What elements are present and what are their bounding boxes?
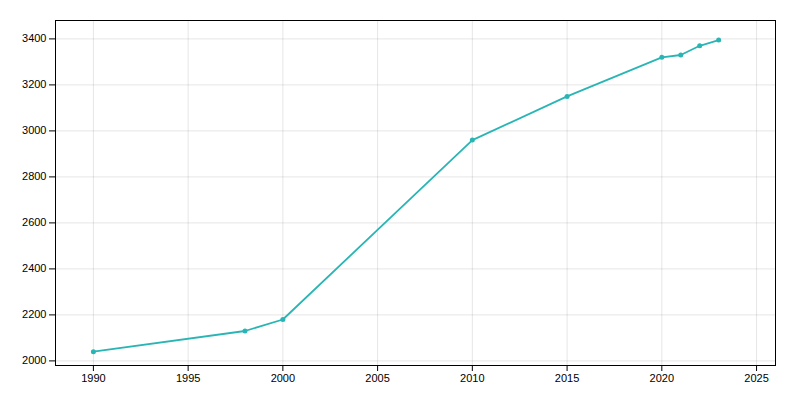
svg-text:2025: 2025 — [744, 372, 768, 384]
svg-text:2005: 2005 — [365, 372, 389, 384]
svg-text:2015: 2015 — [555, 372, 579, 384]
svg-text:3200: 3200 — [22, 78, 46, 90]
svg-text:2200: 2200 — [22, 308, 46, 320]
svg-text:2020: 2020 — [650, 372, 674, 384]
svg-text:1995: 1995 — [176, 372, 200, 384]
svg-text:1990: 1990 — [81, 372, 105, 384]
svg-text:2800: 2800 — [22, 170, 46, 182]
svg-text:2010: 2010 — [460, 372, 484, 384]
svg-text:2000: 2000 — [22, 354, 46, 366]
svg-text:3400: 3400 — [22, 32, 46, 44]
svg-text:2600: 2600 — [22, 216, 46, 228]
svg-text:2400: 2400 — [22, 262, 46, 274]
svg-text:3000: 3000 — [22, 124, 46, 136]
svg-text:2000: 2000 — [271, 372, 295, 384]
